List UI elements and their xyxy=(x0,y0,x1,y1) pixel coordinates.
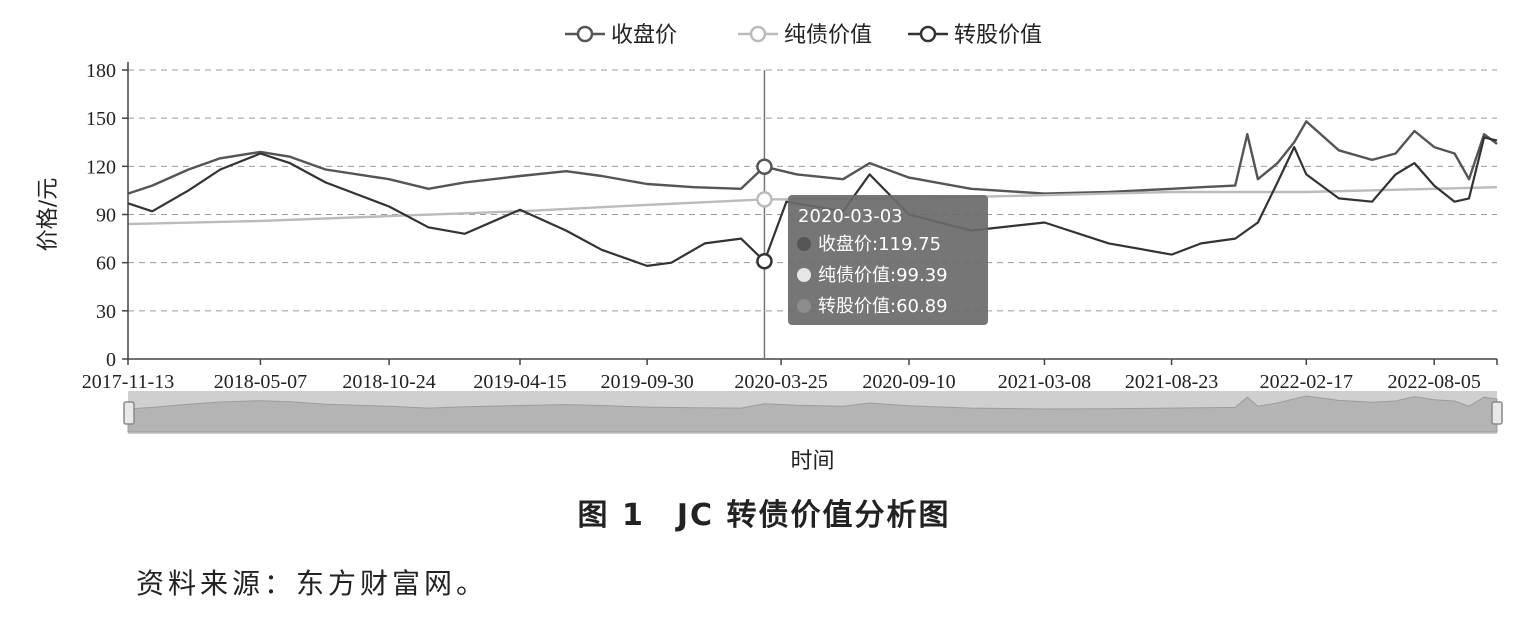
legend-marker xyxy=(749,25,767,43)
legend-marker xyxy=(919,25,937,43)
x-tick-label: 2020-03-25 xyxy=(734,371,827,393)
zoom-preview-area xyxy=(127,395,1498,433)
x-tick-label: 2019-09-30 xyxy=(600,371,693,393)
x-tick-label: 2017-11-13 xyxy=(82,371,175,393)
y-tick-label: 120 xyxy=(86,156,116,178)
legend-layer: 收盘价 纯债价值 转股价值 xyxy=(565,23,1042,48)
x-tick-label: 2021-03-08 xyxy=(998,371,1091,393)
x-tick-label: 2022-02-17 xyxy=(1260,371,1353,393)
x-tick-label: 2019-04-15 xyxy=(473,371,566,393)
tooltip-dot xyxy=(797,268,811,282)
source-note: 资料来源：东方财富网。 xyxy=(136,567,489,600)
x-tick-label: 2021-08-23 xyxy=(1125,371,1218,393)
x-tick-label: 2018-05-07 xyxy=(214,371,307,393)
cursor-point xyxy=(756,191,773,208)
x-axis-title: 时间 xyxy=(790,449,834,474)
tooltip-row: 转股价值:60.89 xyxy=(818,296,948,317)
legend-label: 收盘价 xyxy=(611,23,677,48)
x-tick-label: 2018-10-24 xyxy=(342,371,435,393)
zoom-handle-right xyxy=(1491,401,1503,425)
tooltip-box xyxy=(788,195,988,325)
tooltip-row: 纯债价值:99.39 xyxy=(818,265,948,286)
tooltip-dot xyxy=(797,237,811,251)
legend-marker xyxy=(576,25,594,43)
series-line xyxy=(127,136,1498,267)
y-tick-label: 60 xyxy=(96,253,116,275)
zoom-handle-left xyxy=(123,401,135,425)
chart: 0 30 60 90 120 150 180 2017-11-13 2018-05-07 2018… xyxy=(36,23,1503,474)
series-line xyxy=(127,120,1498,195)
tooltip-dot xyxy=(797,299,811,313)
tooltip: 2020-03-03 收盘价:119.75 纯债价值:99.39 转股价值:60.89 xyxy=(756,70,988,359)
x-tick-label: 2022-08-05 xyxy=(1388,371,1481,393)
zoom-slider[interactable] xyxy=(123,391,1503,434)
y-tick-label: 0 xyxy=(106,349,116,371)
figure-caption: 图 1 JC 转债价值分析图 xyxy=(577,498,951,533)
y-tick-label: 180 xyxy=(86,60,116,82)
y-axis-title: 价格/元 xyxy=(36,178,61,251)
tooltip-row: 收盘价:119.75 xyxy=(818,234,941,255)
cursor-point xyxy=(756,252,773,270)
y-tick-label: 30 xyxy=(96,301,116,323)
y-tick-label: 150 xyxy=(86,108,116,130)
y-tick-label: 90 xyxy=(96,205,116,227)
tooltip-date: 2020-03-03 xyxy=(798,206,903,227)
axes-layer: 0 30 60 90 120 150 180 2017-11-13 2018-05-07 2018… xyxy=(36,60,1498,474)
cursor-point xyxy=(756,158,773,175)
legend-label: 纯债价值 xyxy=(784,23,872,48)
x-tick-label: 2020-09-10 xyxy=(862,371,955,393)
legend-label: 转股价值 xyxy=(954,23,1042,48)
